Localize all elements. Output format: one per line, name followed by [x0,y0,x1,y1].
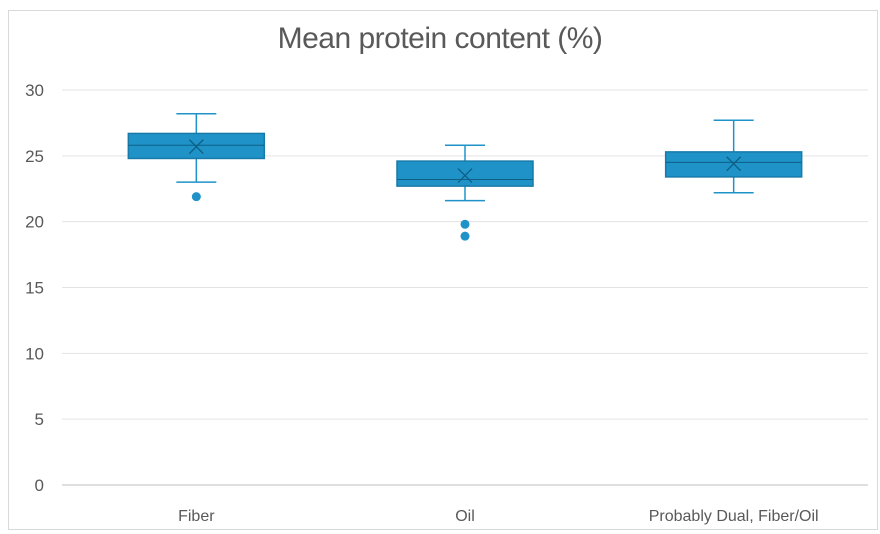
mean-marker [457,168,473,184]
y-axis: 0 5 10 15 20 25 30 [25,81,44,495]
x-category-label: Oil [455,508,475,525]
x-axis: Fiber Oil Probably Dual, Fiber/Oil [178,508,818,525]
box-series [127,112,803,241]
outlier-point [460,219,470,229]
y-tick-label: 15 [25,279,44,298]
y-tick-label: 25 [25,147,44,166]
y-tick-label: 0 [35,476,44,495]
x-category-label: Probably Dual, Fiber/Oil [649,508,819,525]
x-category-label: Fiber [178,508,215,525]
box-plot-3 [664,119,803,194]
y-tick-label: 10 [25,344,44,363]
y-tick-label: 5 [35,410,44,429]
outlier-point [460,231,470,241]
box-plot-2 [396,144,534,241]
chart-title: Mean protein content (%) [277,22,603,55]
mean-marker [726,156,742,172]
box-plot-1 [127,112,266,202]
outlier-point [191,192,201,202]
chart-frame [8,10,878,530]
y-tick-label: 30 [25,81,44,100]
iqr-box [396,160,534,187]
mean-marker [188,139,204,155]
y-tick-label: 20 [25,213,44,232]
